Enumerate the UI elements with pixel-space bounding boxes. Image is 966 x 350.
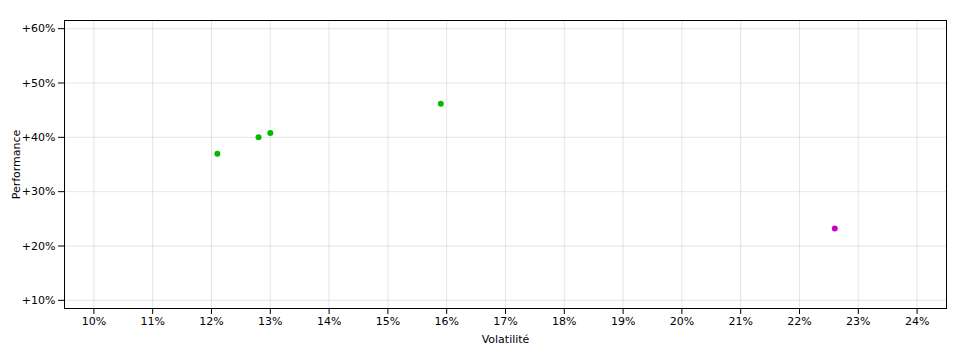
svg-text:20%: 20% [670,315,694,328]
svg-text:24%: 24% [905,315,929,328]
svg-text:+50%: +50% [22,77,56,90]
svg-text:19%: 19% [611,315,635,328]
svg-text:+10%: +10% [22,294,56,307]
svg-text:+60%: +60% [22,22,56,35]
svg-text:+40%: +40% [22,131,56,144]
svg-text:22%: 22% [787,315,811,328]
svg-text:18%: 18% [552,315,576,328]
svg-text:+20%: +20% [22,240,56,253]
svg-text:23%: 23% [846,315,870,328]
svg-text:14%: 14% [317,315,341,328]
svg-text:16%: 16% [434,315,458,328]
svg-text:+30%: +30% [22,185,56,198]
svg-text:11%: 11% [140,315,164,328]
svg-text:15%: 15% [376,315,400,328]
svg-text:12%: 12% [199,315,223,328]
svg-text:Volatilité: Volatilité [482,333,530,346]
svg-text:Performance: Performance [10,129,23,199]
svg-text:10%: 10% [82,315,106,328]
svg-text:21%: 21% [728,315,752,328]
svg-text:13%: 13% [258,315,282,328]
svg-text:17%: 17% [493,315,517,328]
